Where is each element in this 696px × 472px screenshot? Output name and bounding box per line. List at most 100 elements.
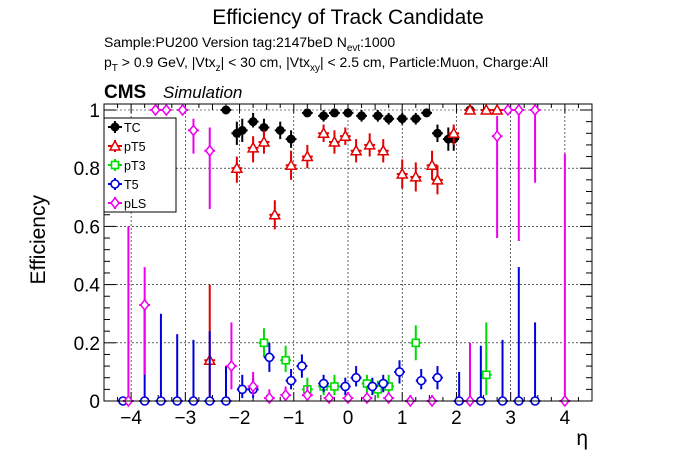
series-pT5 <box>203 103 504 396</box>
data-point <box>297 361 307 371</box>
sample-prefix: Sample:PU200 Version tag:2147beD N <box>104 34 347 50</box>
legend-label: pLS <box>124 197 146 211</box>
legend-label: TC <box>124 121 141 135</box>
data-point <box>328 135 341 147</box>
data-point <box>221 105 231 115</box>
data-point <box>351 372 361 383</box>
selection-info: pT > 0.9 GeV, |Vtxz| < 30 cm, |Vtxxy| < … <box>104 54 548 74</box>
y-tick-label: 0.4 <box>74 276 101 297</box>
plot-frame <box>103 103 593 402</box>
data-point <box>376 144 390 156</box>
data-point <box>395 167 409 179</box>
data-point <box>397 114 407 124</box>
y-tick-label: 0.2 <box>74 334 100 355</box>
y-tick-label: 0.8 <box>74 159 100 180</box>
data-point <box>324 391 334 405</box>
legend: TC pT5 pT3 T5 pLS <box>103 117 177 213</box>
data-point <box>319 111 329 121</box>
data-point <box>357 111 367 121</box>
legend-marker <box>110 179 120 189</box>
data-point <box>431 173 444 185</box>
y-axis-label: Efficiency <box>27 195 50 285</box>
data-point <box>463 103 477 115</box>
data-point <box>237 125 247 135</box>
data-point <box>378 378 389 389</box>
data-point <box>204 144 215 157</box>
sel-p: p <box>104 54 112 70</box>
data-point <box>383 391 394 405</box>
data-point <box>150 103 161 117</box>
data-point <box>530 103 541 117</box>
data-point <box>513 103 524 117</box>
data-point <box>349 144 363 156</box>
data-point <box>259 122 269 132</box>
legend-label: pT5 <box>124 140 146 154</box>
sel-xy-sub: xy <box>310 63 320 74</box>
data-point <box>259 338 269 348</box>
data-point <box>286 375 296 386</box>
data-point <box>301 150 314 162</box>
data-point <box>394 367 405 377</box>
data-point <box>302 108 312 118</box>
data-point <box>362 391 372 405</box>
data-point <box>257 135 271 147</box>
data-point <box>318 378 329 389</box>
data-point <box>161 103 172 117</box>
legend-marker <box>110 160 120 170</box>
data-point <box>432 128 442 138</box>
data-point <box>268 208 282 220</box>
data-point <box>302 388 313 402</box>
sample-info: Sample:PU200 Version tag:2147beD Nevt:10… <box>104 34 395 54</box>
x-tick-label: −2 <box>229 408 251 429</box>
x-tick-label: 0 <box>343 408 354 429</box>
data-point <box>447 126 461 139</box>
data-point <box>275 125 285 135</box>
nevt-value: :1000 <box>360 34 395 50</box>
x-tick-label: 1 <box>397 408 408 429</box>
sel-z-sub: z <box>216 63 221 74</box>
data-point <box>490 103 504 115</box>
x-axis-label: η <box>576 427 588 450</box>
data-point <box>264 352 275 363</box>
data-point <box>425 158 439 171</box>
y-tick-label: 0 <box>89 392 100 413</box>
data-point <box>479 103 493 115</box>
x-tick-label: −1 <box>283 408 305 429</box>
legend-marker <box>110 196 120 210</box>
data-point <box>416 375 427 386</box>
data-point <box>317 126 330 139</box>
x-tick-label: 4 <box>560 408 571 429</box>
data-point <box>230 161 244 173</box>
x-tick-label: 3 <box>505 408 516 429</box>
data-point <box>237 384 248 395</box>
data-point <box>373 111 383 121</box>
x-tick-label: −4 <box>120 408 142 429</box>
data-point <box>340 381 351 392</box>
data-point <box>502 103 513 117</box>
data-point <box>432 372 443 383</box>
data-point <box>188 124 199 137</box>
data-point <box>363 138 376 150</box>
legend-marker <box>110 122 120 132</box>
data-point <box>226 359 237 373</box>
data-point <box>481 370 491 380</box>
data-point <box>248 380 259 393</box>
x-tick-label: −3 <box>174 408 196 429</box>
data-point <box>343 108 353 118</box>
nevt-subscript: evt <box>347 43 361 54</box>
data-point <box>384 114 394 124</box>
data-point <box>367 381 378 392</box>
data-point <box>139 298 150 312</box>
sel-a: > 0.9 GeV, |Vtx <box>118 54 216 70</box>
series-T5 <box>117 267 541 406</box>
data-point <box>409 170 423 182</box>
data-point <box>177 103 188 117</box>
series-pLS <box>122 103 571 408</box>
axis-ticks: −4 −3 −2 −1 0 1 2 3 4 0 0.2 0.4 0.6 0.8 1 <box>74 101 592 429</box>
data-point <box>330 382 339 391</box>
data-point <box>411 338 421 348</box>
sel-t-sub: T <box>112 63 118 74</box>
legend-marker <box>108 139 122 151</box>
data-point <box>280 388 291 402</box>
